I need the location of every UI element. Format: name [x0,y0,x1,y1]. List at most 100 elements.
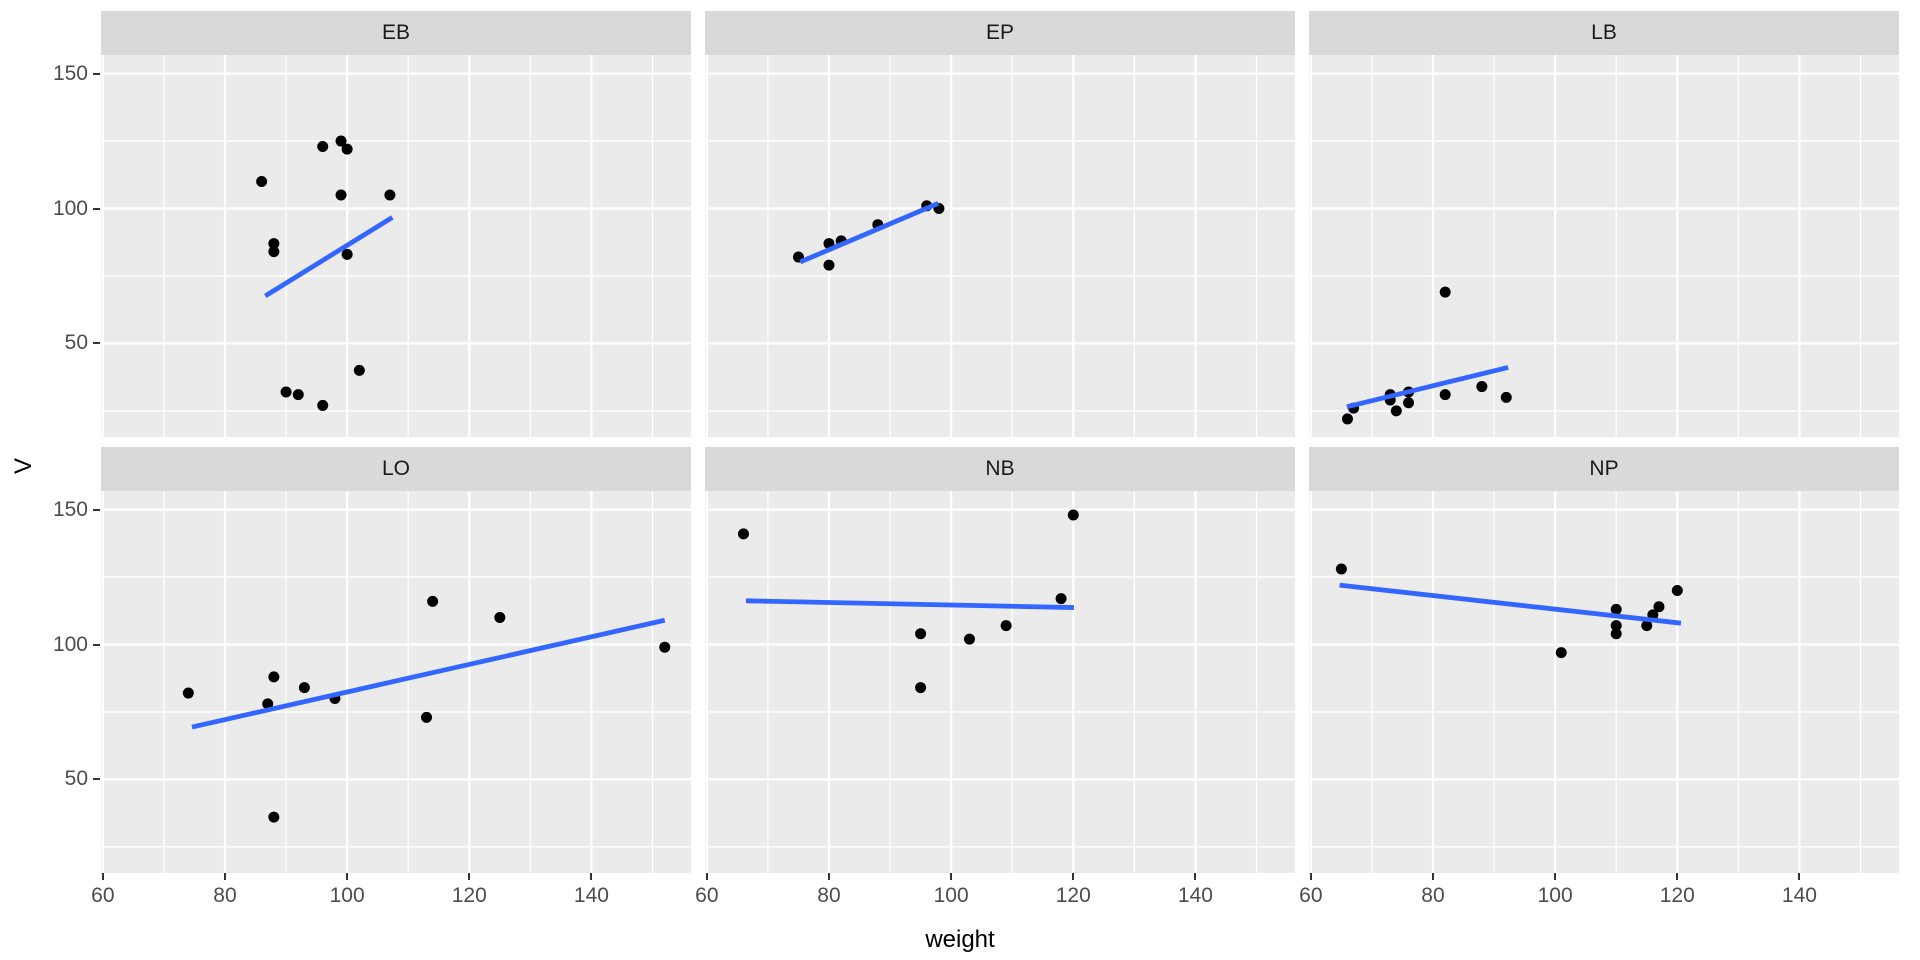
data-point [268,246,280,258]
x-tick-mark [827,873,830,880]
data-point [737,528,749,540]
x-tick-label: 140 [573,884,609,907]
trend-line [1346,365,1509,410]
x-tick-mark [950,873,953,880]
y-tick-label: 100 [52,196,88,220]
data-point [341,248,353,260]
x-tick-label: 80 [213,884,237,907]
data-point [1439,389,1451,401]
data-point [268,238,280,250]
data-point [1610,620,1622,632]
data-point [494,612,506,624]
facet-LB: LB [1309,11,1899,437]
facet-panel-EB [101,55,691,437]
data-point [915,628,927,640]
data-point [1335,563,1347,575]
facet-panel-LB [1309,55,1899,437]
data-point [1476,381,1488,393]
y-tick-mark [93,342,100,345]
x-tick-mark [346,873,349,880]
data-point [1671,585,1683,597]
y-tick-label: 50 [64,331,88,355]
data-point [292,389,304,401]
data-point [823,259,835,271]
facet-strip-EP: EP [705,11,1295,55]
x-tick-label: 80 [1421,884,1445,907]
data-point [341,143,353,155]
facet-strip-NB: NB [705,447,1295,491]
x-tick-mark [223,873,226,880]
x-tick-label: 80 [817,884,841,907]
x-tick-label: 100 [933,884,969,907]
data-point [335,135,347,147]
data-point [1000,620,1012,632]
data-point [1653,601,1665,613]
data-point [659,641,671,653]
data-point [262,698,274,710]
x-tick-mark [1798,873,1801,880]
trend-line [264,215,394,298]
facet-panel-NB [705,491,1295,873]
data-point [427,595,439,607]
y-tick-mark [93,778,100,781]
facet-strip-LB: LB [1309,11,1899,55]
data-point [317,140,329,152]
data-point [353,364,365,376]
x-tick-mark [1072,873,1075,880]
data-point [1390,405,1402,417]
x-tick-mark [1194,873,1197,880]
y-tick-mark [93,643,100,646]
data-point [1500,391,1512,403]
x-tick-mark [1431,873,1434,880]
data-point [268,811,280,823]
x-tick-label: 60 [91,884,115,907]
data-point [1610,628,1622,640]
y-axis-title: V [10,458,37,475]
data-point [1403,397,1415,409]
data-point [1610,603,1622,615]
facet-panel-LO [101,491,691,873]
trend-line [799,201,940,265]
y-tick-label: 100 [52,632,88,656]
trend-line [1339,582,1682,626]
x-tick-mark [101,873,104,880]
data-point [1555,647,1567,659]
data-point [1055,593,1067,605]
facet-NB: NB [705,447,1295,873]
data-point [280,386,292,398]
facet-NP: NP [1309,447,1899,873]
x-tick-label: 100 [329,884,365,907]
facet-strip-EB: EB [101,11,691,55]
data-point [915,682,927,694]
data-point [256,176,268,188]
y-tick-mark [93,508,100,511]
x-tick-label: 120 [1055,884,1091,907]
trend-line [191,617,666,730]
facet-EP: EP [705,11,1295,437]
facet-strip-NP: NP [1309,447,1899,491]
y-tick-label: 150 [52,497,88,521]
data-point [1067,509,1079,521]
data-point [384,189,396,201]
x-tick-mark [1676,873,1679,880]
y-tick-label: 150 [52,61,88,85]
data-point [182,687,194,699]
data-point [1341,413,1353,425]
y-tick-mark [93,207,100,210]
facet-panel-NP [1309,491,1899,873]
facet-panel-EP [705,55,1295,437]
x-tick-mark [468,873,471,880]
x-tick-mark [705,873,708,880]
facet-EB: EB [101,11,691,437]
x-axis-title: weight [925,926,995,953]
facet-strip-LO: LO [101,447,691,491]
data-point [421,711,433,723]
x-tick-mark [1554,873,1557,880]
data-point [335,189,347,201]
y-tick-label: 50 [64,767,88,791]
data-point [317,399,329,411]
trend-line [745,598,1074,610]
x-tick-mark [590,873,593,880]
x-tick-label: 140 [1781,884,1817,907]
